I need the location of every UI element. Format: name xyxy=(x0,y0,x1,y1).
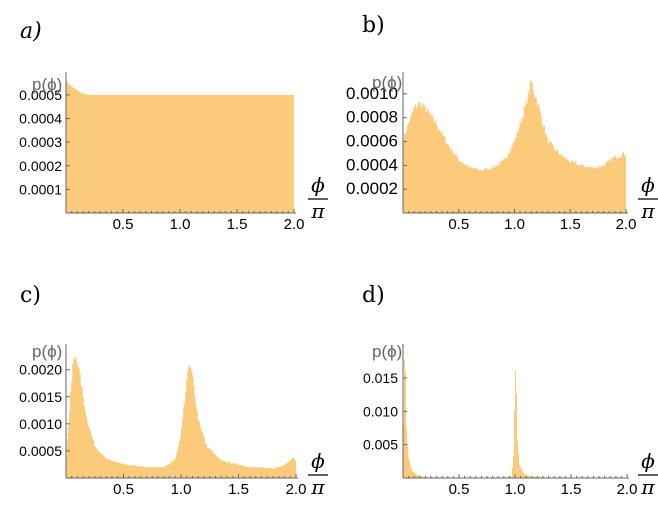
y-tick-label: 0.0004 xyxy=(346,155,398,174)
panel-1: 0.5 1.0 1.5 2.0 0.0002 0.0004 0.0006 0.0008 0.00… xyxy=(346,13,658,233)
y-tick-label: 0.0001 xyxy=(19,181,62,197)
x-tick-label: 2.0 xyxy=(616,216,637,233)
x-axis-label-denominator: π xyxy=(310,199,325,223)
y-tick-label: 0.0005 xyxy=(19,87,62,103)
x-axis-label-denominator: π xyxy=(310,475,325,499)
x-tick-label: 2.0 xyxy=(286,481,307,498)
x-tick-label: 1.0 xyxy=(170,216,191,233)
y-axis-label: p(ϕ) xyxy=(372,342,402,361)
x-tick-label: 0.5 xyxy=(448,216,469,233)
x-tick-label: 1.0 xyxy=(171,481,192,498)
x-axis-label-numerator: ϕ xyxy=(641,173,655,197)
panel-0: 0.5 1.0 1.5 2.0 0.0001 0.0002 0.0003 0.0004 0.00… xyxy=(19,19,328,233)
y-axis-label: p(ϕ) xyxy=(372,73,402,92)
x-tick-label: 1.5 xyxy=(227,216,248,233)
y-tick-label: 0.0020 xyxy=(19,362,62,378)
panel-label: c) xyxy=(20,283,41,308)
histogram-area xyxy=(403,81,626,214)
x-tick-label: 1.5 xyxy=(560,216,581,233)
x-tick-label: 0.5 xyxy=(113,216,134,233)
x-tick-label: 1.0 xyxy=(505,481,526,498)
panel-2: 0.5 1.0 1.5 2.0 0.0005 0.0010 0.0015 0.0020 c) p(… xyxy=(19,283,328,499)
x-axis-label-denominator: π xyxy=(640,475,655,499)
histogram-area xyxy=(66,355,296,478)
x-tick-label: 0.5 xyxy=(449,481,470,498)
y-tick-label: 0.0006 xyxy=(346,132,398,151)
panel-label: a) xyxy=(20,19,42,44)
y-axis-label: p(ϕ) xyxy=(32,342,62,361)
y-tick-label: 0.0008 xyxy=(346,108,398,127)
panel-label: d) xyxy=(362,283,385,308)
x-tick-label: 2.0 xyxy=(617,481,638,498)
x-tick-label: 1.5 xyxy=(228,481,249,498)
y-axis-label: p(ϕ) xyxy=(32,75,62,94)
y-tick-label: 0.0010 xyxy=(346,84,398,103)
y-tick-label: 0.0010 xyxy=(19,416,62,432)
x-axis-label-denominator: π xyxy=(640,199,655,223)
y-tick-label: 0.0002 xyxy=(19,158,62,174)
y-tick-label: 0.015 xyxy=(363,370,398,386)
histogram-area xyxy=(403,359,627,478)
y-tick-label: 0.010 xyxy=(363,403,398,419)
x-tick-label: 1.0 xyxy=(504,216,525,233)
panel-label: b) xyxy=(362,13,385,38)
panel-3: 0.5 1.0 1.5 2.0 0.005 0.010 0.015 d) p(ϕ) ϕπ xyxy=(362,283,658,499)
x-tick-label: 0.5 xyxy=(113,481,134,498)
y-tick-label: 0.0005 xyxy=(19,443,62,459)
x-axis-label-numerator: ϕ xyxy=(311,449,325,473)
x-tick-label: 2.0 xyxy=(284,216,305,233)
x-axis-label-numerator: ϕ xyxy=(641,449,655,473)
x-tick-label: 1.5 xyxy=(561,481,582,498)
y-tick-label: 0.005 xyxy=(363,437,398,453)
histogram-area xyxy=(66,80,294,213)
y-tick-label: 0.0004 xyxy=(19,111,62,127)
y-tick-label: 0.0003 xyxy=(19,134,62,150)
x-axis-label-numerator: ϕ xyxy=(311,173,325,197)
y-tick-label: 0.0015 xyxy=(19,389,62,405)
y-tick-label: 0.0002 xyxy=(346,179,398,198)
